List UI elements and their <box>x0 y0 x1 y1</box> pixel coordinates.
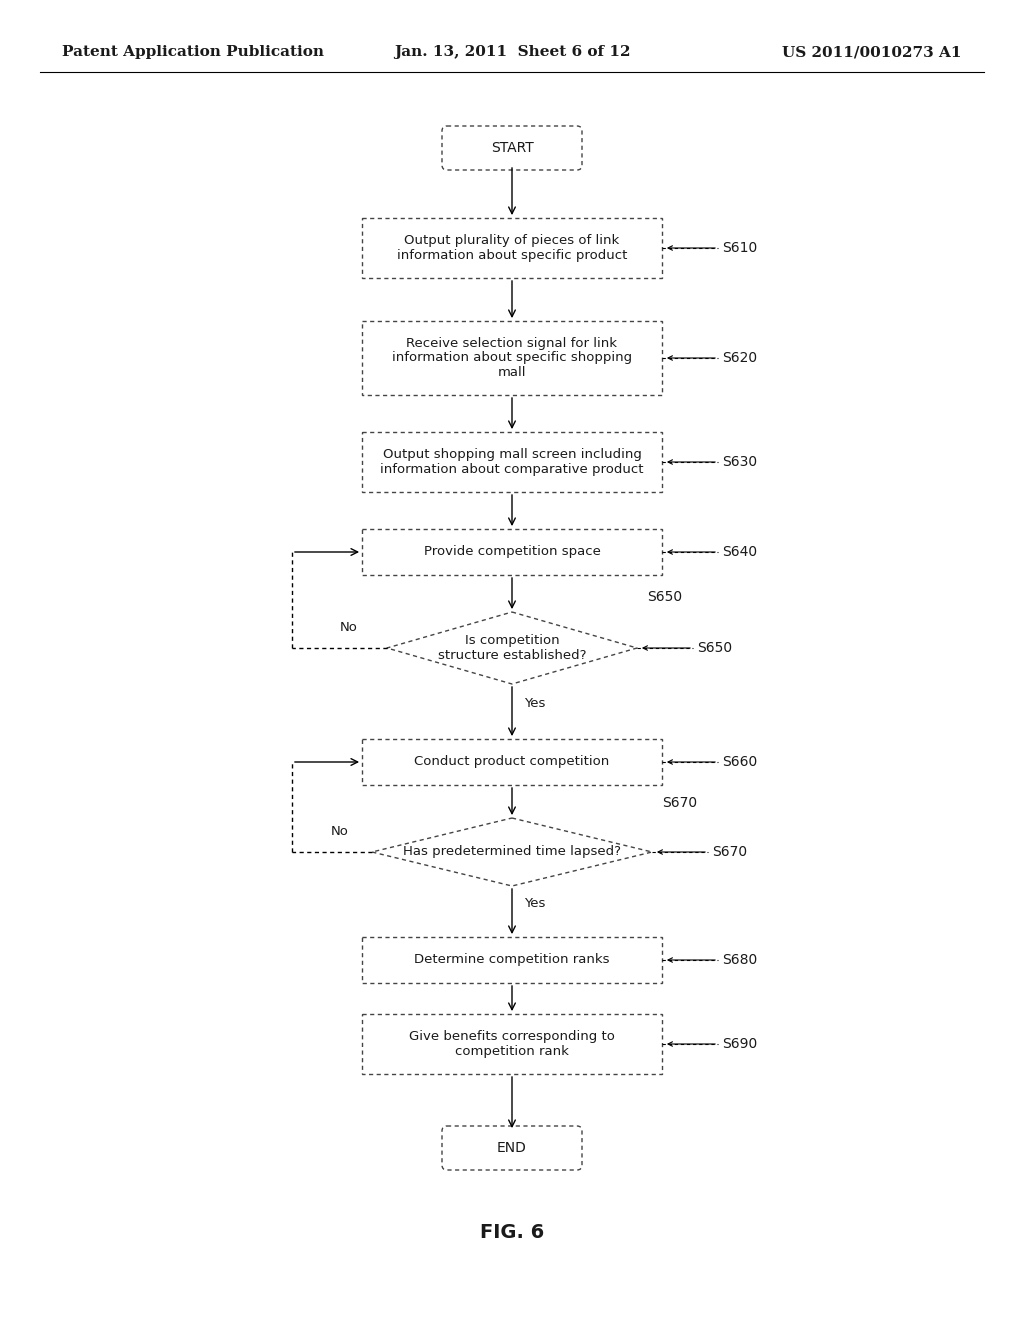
Text: END: END <box>497 1140 527 1155</box>
Text: START: START <box>490 141 534 154</box>
Polygon shape <box>387 612 637 684</box>
Text: S670: S670 <box>662 796 697 810</box>
Text: S650: S650 <box>647 590 682 605</box>
Polygon shape <box>372 818 652 886</box>
Text: S660: S660 <box>722 755 758 770</box>
Text: FIG. 6: FIG. 6 <box>480 1222 544 1242</box>
Text: S670: S670 <box>712 845 748 859</box>
Text: Yes: Yes <box>524 697 546 710</box>
Text: Give benefits corresponding to
competition rank: Give benefits corresponding to competiti… <box>409 1030 615 1059</box>
Text: No: No <box>340 620 358 634</box>
Bar <box>362 529 662 576</box>
Text: S690: S690 <box>722 1038 758 1051</box>
Bar <box>362 218 662 279</box>
Text: S640: S640 <box>722 545 757 558</box>
Text: No: No <box>331 825 349 838</box>
Text: S650: S650 <box>697 642 732 655</box>
Bar <box>362 321 662 395</box>
Text: Output plurality of pieces of link
information about specific product: Output plurality of pieces of link infor… <box>397 234 627 261</box>
Text: Receive selection signal for link
information about specific shopping
mall: Receive selection signal for link inform… <box>392 337 632 380</box>
Text: S680: S680 <box>722 953 758 968</box>
Text: Determine competition ranks: Determine competition ranks <box>415 953 609 966</box>
Text: Provide competition space: Provide competition space <box>424 545 600 558</box>
Text: Output shopping mall screen including
information about comparative product: Output shopping mall screen including in… <box>380 447 644 477</box>
FancyBboxPatch shape <box>442 1126 582 1170</box>
Text: Is competition
structure established?: Is competition structure established? <box>437 634 587 663</box>
Bar <box>362 1014 662 1074</box>
Text: US 2011/0010273 A1: US 2011/0010273 A1 <box>782 45 962 59</box>
Bar <box>362 739 662 785</box>
Text: Yes: Yes <box>524 898 546 911</box>
Text: Patent Application Publication: Patent Application Publication <box>62 45 324 59</box>
Bar <box>362 432 662 492</box>
Bar <box>362 937 662 983</box>
Text: S630: S630 <box>722 455 757 469</box>
Text: Has predetermined time lapsed?: Has predetermined time lapsed? <box>403 846 621 858</box>
Text: S610: S610 <box>722 242 758 255</box>
FancyBboxPatch shape <box>442 125 582 170</box>
Text: Jan. 13, 2011  Sheet 6 of 12: Jan. 13, 2011 Sheet 6 of 12 <box>394 45 630 59</box>
Text: Conduct product competition: Conduct product competition <box>415 755 609 768</box>
Text: S620: S620 <box>722 351 757 366</box>
